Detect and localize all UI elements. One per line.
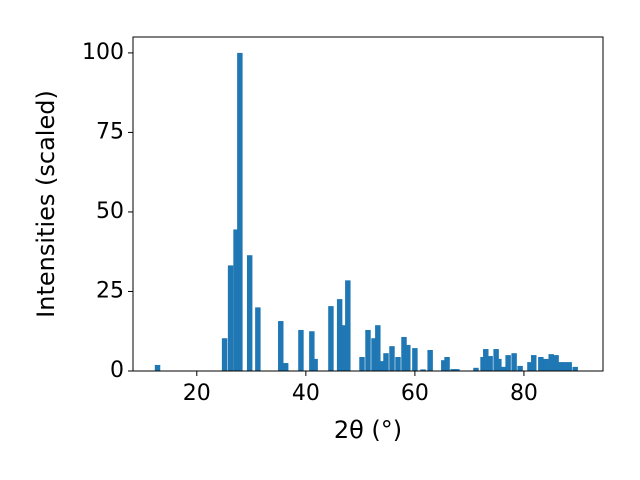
bar (420, 369, 426, 371)
y-tick-label: 100 (82, 40, 124, 65)
bar (483, 349, 489, 371)
bar (487, 356, 493, 371)
bar (562, 362, 568, 371)
bar (405, 344, 411, 371)
bar (378, 361, 384, 371)
bar (227, 265, 234, 371)
bar (298, 329, 304, 371)
bar (473, 367, 479, 371)
bar (531, 355, 537, 371)
bar (237, 52, 243, 372)
bar (282, 363, 289, 371)
bar (538, 357, 544, 371)
x-tick-label: 60 (401, 381, 429, 406)
bar (309, 331, 315, 371)
bar (389, 346, 395, 371)
bar (312, 358, 318, 371)
y-tick-label: 50 (96, 199, 124, 224)
bar (336, 299, 343, 371)
bar (395, 357, 401, 371)
bar (444, 357, 450, 371)
x-tick-label: 20 (183, 381, 211, 406)
bar (278, 321, 284, 371)
bar (566, 362, 572, 371)
bar (496, 358, 502, 371)
x-tick-label: 80 (510, 381, 538, 406)
bar (345, 280, 351, 371)
bar (375, 325, 381, 371)
bar (500, 366, 506, 371)
bar (572, 366, 578, 371)
bar (553, 355, 559, 371)
y-tick-label: 0 (110, 358, 124, 383)
bar (255, 307, 261, 371)
bar (365, 329, 371, 371)
bar (233, 229, 239, 371)
bar (454, 369, 460, 371)
bar (480, 357, 486, 371)
bar (359, 357, 365, 371)
y-tick-label: 75 (96, 119, 124, 144)
bar (328, 306, 334, 371)
bar (246, 255, 253, 371)
bar (383, 353, 389, 371)
bar (527, 362, 533, 371)
bar (412, 348, 418, 371)
y-tick-label: 25 (96, 278, 124, 303)
axes-frame (132, 36, 604, 372)
plot-area (154, 52, 578, 372)
bar (557, 362, 563, 371)
bar (427, 350, 433, 371)
bar (154, 364, 161, 371)
bar (517, 365, 523, 371)
bar (543, 358, 549, 371)
bar (450, 369, 456, 371)
bar (221, 338, 228, 371)
x-tick-label: 40 (292, 381, 320, 406)
bar (505, 355, 511, 371)
bar (341, 325, 347, 371)
bar (401, 336, 407, 371)
bar (371, 338, 377, 371)
bar (441, 360, 447, 371)
x-axis-label: 2θ (°) (334, 416, 402, 444)
bar (511, 353, 517, 371)
y-axis-label: Intensities (scaled) (32, 90, 60, 318)
bar (548, 354, 554, 371)
